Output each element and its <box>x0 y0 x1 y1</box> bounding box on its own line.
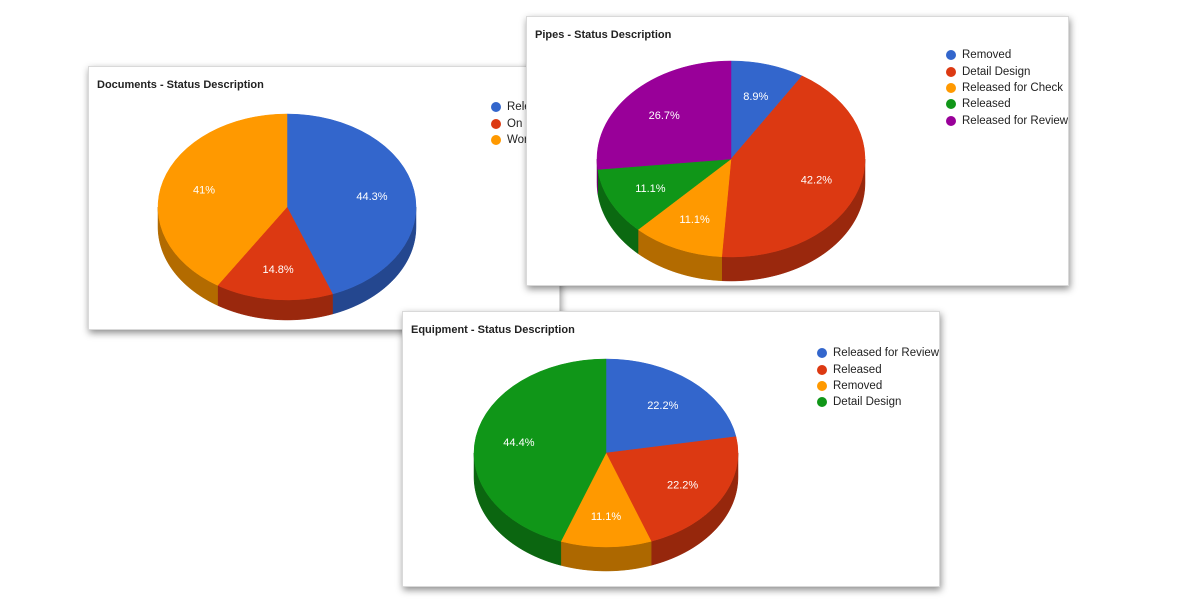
legend-item-released-for-review[interactable]: Released for Review <box>946 113 1068 129</box>
pie-value-label-released-for-check: 11.1% <box>679 214 710 226</box>
legend-item-released[interactable]: Released <box>817 361 939 377</box>
pie-value-label-removed: 11.1% <box>591 511 622 523</box>
chart-legend: Released for Review Released Removed Detail… <box>817 345 939 411</box>
pie-slice-released[interactable] <box>605 436 739 542</box>
legend-swatch <box>946 99 956 110</box>
legend-swatch <box>817 364 827 375</box>
pie-value-label-released-for-review: 22.2% <box>647 400 678 412</box>
legend-label: Detail Design <box>833 396 902 409</box>
legend-label: Released for Check <box>962 81 1063 94</box>
legend-label: Detail Design <box>962 65 1031 78</box>
legend-swatch <box>491 118 501 129</box>
pie-slice-released[interactable] <box>286 113 417 295</box>
legend-item-removed[interactable]: Removed <box>946 47 1068 63</box>
pie-value-label-released: 11.1% <box>635 183 666 195</box>
legend-swatch <box>817 397 827 408</box>
legend-swatch <box>817 380 827 391</box>
legend-label: Released for Review <box>962 114 1069 127</box>
chart-legend: Removed Detail Design Released for Check Re… <box>946 47 1068 129</box>
chart-title: Pipes - Status Description <box>535 29 672 41</box>
equipment-chart-card: Equipment - Status Description 22.2% 22.2… <box>402 311 940 587</box>
pie-slice-released-for-review[interactable] <box>596 60 732 170</box>
legend-swatch <box>491 102 501 113</box>
pie-slice-removed[interactable] <box>560 452 652 548</box>
pie-value-label-detail-design: 42.2% <box>801 174 832 186</box>
legend-swatch <box>946 115 956 126</box>
legend-swatch <box>946 50 956 61</box>
legend-item-detail-design[interactable]: Detail Design <box>817 394 939 410</box>
pie-slice-working[interactable] <box>157 113 288 286</box>
equipment-pie-chart: 22.2% 22.2% 11.1% 44.4% <box>473 358 739 572</box>
legend-label: Released <box>833 363 882 376</box>
legend-swatch <box>946 66 956 77</box>
legend-swatch <box>491 134 501 145</box>
legend-swatch <box>817 348 827 359</box>
pie-slice-released-for-review[interactable] <box>605 358 737 454</box>
legend-swatch <box>946 82 956 93</box>
chart-title: Documents - Status Description <box>97 79 264 91</box>
legend-item-removed[interactable]: Removed <box>817 378 939 394</box>
pie-value-label-detail-design: 44.4% <box>503 437 534 449</box>
pipes-pie-chart: 8.9% 42.2% 11.1% 11.1% 26.7% <box>596 60 866 282</box>
documents-pie-chart: 44.3% 14.8% 41% <box>157 113 417 321</box>
legend-label: Removed <box>962 49 1012 62</box>
pie-value-label-released-for-review: 26.7% <box>649 110 680 122</box>
pie-value-label-on-hold: 14.8% <box>262 264 293 276</box>
legend-item-released-for-check[interactable]: Released for Check <box>946 80 1068 96</box>
pie-value-label-released: 22.2% <box>667 480 698 492</box>
pie-slice-released[interactable] <box>597 158 732 230</box>
pie-value-label-working: 41% <box>193 185 215 197</box>
pie-slice-detail-design[interactable] <box>473 358 607 542</box>
pie-slice-on-hold[interactable] <box>217 206 333 301</box>
legend-label: Removed <box>833 379 883 392</box>
legend-label: Released <box>962 98 1011 111</box>
chart-title: Equipment - Status Description <box>411 324 575 336</box>
legend-item-detail-design[interactable]: Detail Design <box>946 63 1068 79</box>
legend-item-released-for-review[interactable]: Released for Review <box>817 345 939 361</box>
legend-item-released[interactable]: Released <box>946 96 1068 112</box>
pie-value-label-removed: 8.9% <box>743 91 768 103</box>
pie-slice-detail-design[interactable] <box>721 75 866 258</box>
pipes-chart-card: Pipes - Status Description 8.9% 42.2% 11.1… <box>526 16 1069 286</box>
legend-label: Released for Review <box>833 347 940 360</box>
documents-chart-card: Documents - Status Description 44.3% 14.8… <box>88 66 560 330</box>
pie-value-label-released: 44.3% <box>356 191 387 203</box>
pie-slice-released-for-check[interactable] <box>637 158 732 258</box>
